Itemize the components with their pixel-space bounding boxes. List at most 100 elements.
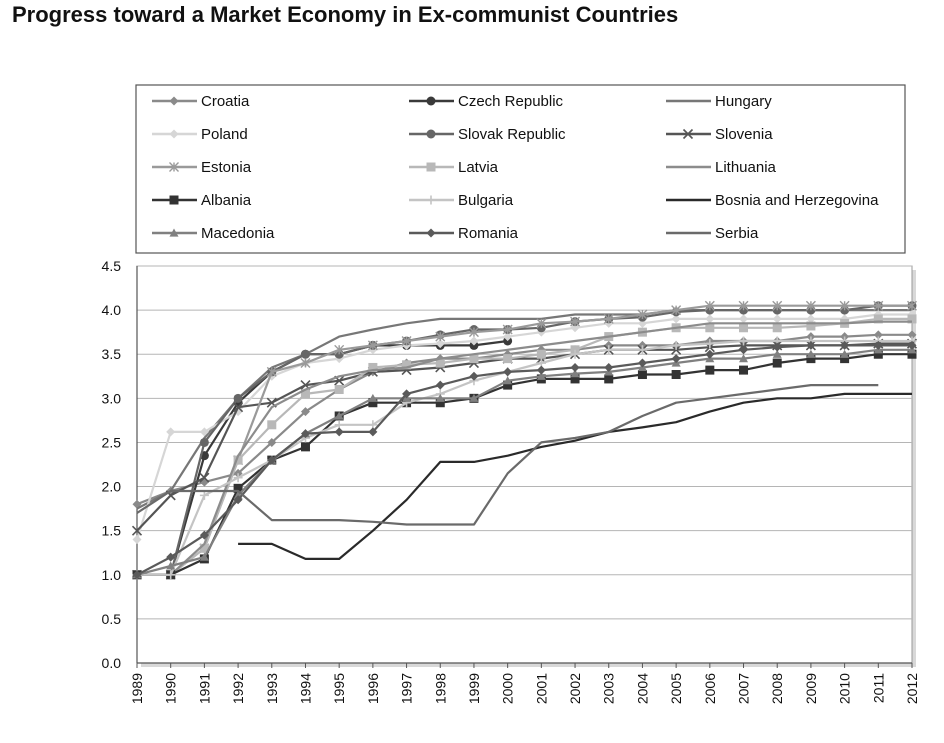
data-point-latvia (435, 358, 445, 368)
data-point-bulgaria (166, 570, 176, 580)
data-point-bulgaria (739, 336, 749, 346)
data-point-poland (132, 534, 142, 544)
series-line-latvia (137, 317, 912, 576)
data-point-albania (570, 374, 580, 384)
x-tick-label: 2003 (601, 673, 617, 704)
y-tick-label: 3.0 (102, 390, 122, 406)
x-tick-label: 2004 (634, 673, 650, 704)
series-line-slovenia (136, 342, 912, 532)
x-tick-label: 1999 (466, 673, 482, 704)
x-tick-label: 1998 (432, 673, 448, 704)
legend-item-estonia: Estonia (152, 159, 252, 176)
y-tick-label: 0.5 (102, 611, 122, 627)
legend-label: Estonia (201, 159, 252, 176)
legend-item-lithuania: Lithuania (666, 159, 777, 176)
data-point-poland (166, 427, 176, 437)
legend-item-macedonia: Macedonia (152, 225, 275, 242)
legend-marker (426, 96, 436, 106)
data-point-romania (873, 340, 883, 350)
x-tick-label: 1992 (230, 673, 246, 704)
data-point-slovenia (131, 525, 143, 536)
data-point-romania (368, 427, 378, 437)
data-point-poland (637, 318, 647, 328)
data-point-latvia (536, 349, 546, 359)
series-line-lithuania (137, 320, 912, 576)
legend-marker (169, 228, 179, 237)
series-line-slovak-republic (137, 304, 912, 576)
data-point-poland (503, 332, 513, 342)
data-point-romania (772, 342, 782, 352)
data-point-romania (300, 429, 310, 439)
data-point-croatia (907, 330, 917, 340)
data-point-romania (840, 340, 850, 350)
data-point-poland (772, 314, 782, 324)
data-point-romania (907, 340, 917, 350)
legend-item-bulgaria: Bulgaria (409, 192, 514, 209)
data-point-albania (435, 398, 445, 408)
legend-marker (426, 162, 436, 172)
data-point-romania (267, 455, 277, 465)
legend-marker (169, 96, 179, 106)
data-point-romania (503, 367, 513, 377)
data-point-romania (233, 495, 243, 505)
data-point-albania (806, 354, 816, 364)
legend-label: Poland (201, 126, 248, 143)
data-point-macedonia (166, 561, 176, 570)
x-tick-label: 2002 (567, 673, 583, 704)
x-tick-label: 2008 (769, 673, 785, 704)
data-point-estonia (570, 316, 581, 327)
y-tick-label: 4.5 (102, 258, 122, 274)
data-point-albania (368, 398, 378, 408)
data-point-estonia (300, 358, 311, 369)
data-point-bulgaria (637, 345, 647, 355)
data-point-romania (536, 365, 546, 375)
legend-label: Bosnia and Herzegovina (715, 192, 879, 209)
data-point-estonia (907, 300, 917, 311)
data-point-estonia (873, 300, 884, 311)
data-point-latvia (402, 360, 412, 370)
data-point-albania (873, 349, 883, 359)
x-tick-label: 1993 (264, 673, 280, 704)
series-lithuania (137, 320, 912, 576)
series-bosnia-and-herzegovina (238, 392, 912, 560)
data-point-albania (671, 370, 681, 380)
data-point-romania (469, 371, 479, 381)
x-tick-label: 1995 (331, 673, 347, 704)
legend-label: Latvia (458, 159, 499, 176)
data-point-albania (233, 483, 243, 493)
data-point-romania (637, 358, 647, 368)
legend-marker (169, 195, 179, 205)
data-point-albania (772, 358, 782, 368)
data-point-latvia (806, 321, 816, 331)
y-tick-label: 2.5 (102, 434, 122, 450)
data-point-poland (806, 314, 816, 324)
legend-label: Bulgaria (458, 192, 514, 209)
x-tick-label: 1989 (129, 673, 145, 704)
data-point-estonia (671, 305, 682, 316)
data-point-romania (570, 362, 580, 372)
data-point-macedonia (536, 371, 546, 380)
x-tick-label: 1996 (365, 673, 381, 704)
y-tick-label: 0.0 (102, 655, 122, 671)
series-serbia (136, 384, 879, 526)
data-point-estonia (805, 300, 816, 311)
legend-label: Serbia (715, 225, 759, 242)
data-point-romania (604, 362, 614, 372)
data-point-latvia (469, 354, 479, 364)
data-point-slovak-republic (199, 437, 209, 447)
data-point-albania (739, 365, 749, 375)
data-point-latvia (705, 323, 715, 333)
data-point-estonia (367, 340, 378, 351)
data-point-slovak-republic (300, 349, 310, 359)
legend-label: Romania (458, 225, 519, 242)
data-point-estonia (401, 335, 412, 346)
data-point-slovak-republic (233, 393, 243, 403)
data-point-romania (739, 345, 749, 355)
data-point-latvia (739, 323, 749, 333)
legend-label: Slovenia (715, 126, 773, 143)
data-point-croatia (300, 407, 310, 417)
data-point-macedonia (368, 393, 378, 402)
x-tick-label: 2012 (904, 673, 920, 704)
data-point-latvia (368, 362, 378, 372)
x-tick-label: 2001 (533, 673, 549, 704)
